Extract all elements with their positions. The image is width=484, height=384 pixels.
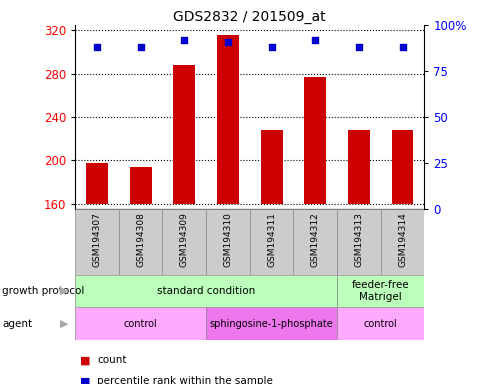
Bar (129, 167, 151, 204)
Text: ▶: ▶ (60, 318, 69, 329)
Bar (173, 65, 195, 204)
Bar (206, 209, 249, 275)
Bar (216, 35, 238, 204)
Text: growth protocol: growth protocol (2, 286, 85, 296)
Text: control: control (123, 318, 157, 329)
Bar (119, 209, 162, 275)
Bar (75, 209, 119, 275)
Text: agent: agent (2, 318, 32, 329)
Bar (336, 307, 424, 340)
Bar (249, 209, 293, 275)
Bar (303, 77, 325, 204)
Bar (293, 209, 336, 275)
Point (224, 38, 231, 45)
Text: GSM194312: GSM194312 (310, 213, 319, 267)
Text: GSM194308: GSM194308 (136, 213, 145, 267)
Bar (75, 307, 206, 340)
Bar (206, 307, 336, 340)
Text: sphingosine-1-phosphate: sphingosine-1-phosphate (209, 318, 333, 329)
Text: ■: ■ (80, 376, 91, 384)
Title: GDS2832 / 201509_at: GDS2832 / 201509_at (173, 10, 325, 24)
Text: feeder-free
Matrigel: feeder-free Matrigel (351, 280, 408, 302)
Bar (86, 163, 107, 204)
Point (180, 36, 188, 43)
Bar (347, 130, 369, 204)
Bar (336, 275, 424, 307)
Text: GSM194309: GSM194309 (180, 213, 188, 267)
Bar (380, 209, 424, 275)
Text: GSM194307: GSM194307 (92, 213, 101, 267)
Point (398, 44, 406, 50)
Bar (391, 130, 412, 204)
Text: ■: ■ (80, 355, 91, 365)
Point (93, 44, 101, 50)
Text: percentile rank within the sample: percentile rank within the sample (97, 376, 272, 384)
Text: standard condition: standard condition (157, 286, 255, 296)
Bar (75, 275, 336, 307)
Point (354, 44, 362, 50)
Bar (162, 209, 206, 275)
Point (136, 44, 144, 50)
Bar (260, 130, 282, 204)
Text: count: count (97, 355, 126, 365)
Bar (336, 209, 380, 275)
Text: GSM194314: GSM194314 (397, 213, 406, 267)
Point (267, 44, 275, 50)
Text: GSM194310: GSM194310 (223, 213, 232, 267)
Text: GSM194311: GSM194311 (267, 213, 275, 267)
Text: GSM194313: GSM194313 (354, 213, 363, 267)
Point (311, 36, 318, 43)
Text: control: control (363, 318, 397, 329)
Text: ▶: ▶ (60, 286, 69, 296)
